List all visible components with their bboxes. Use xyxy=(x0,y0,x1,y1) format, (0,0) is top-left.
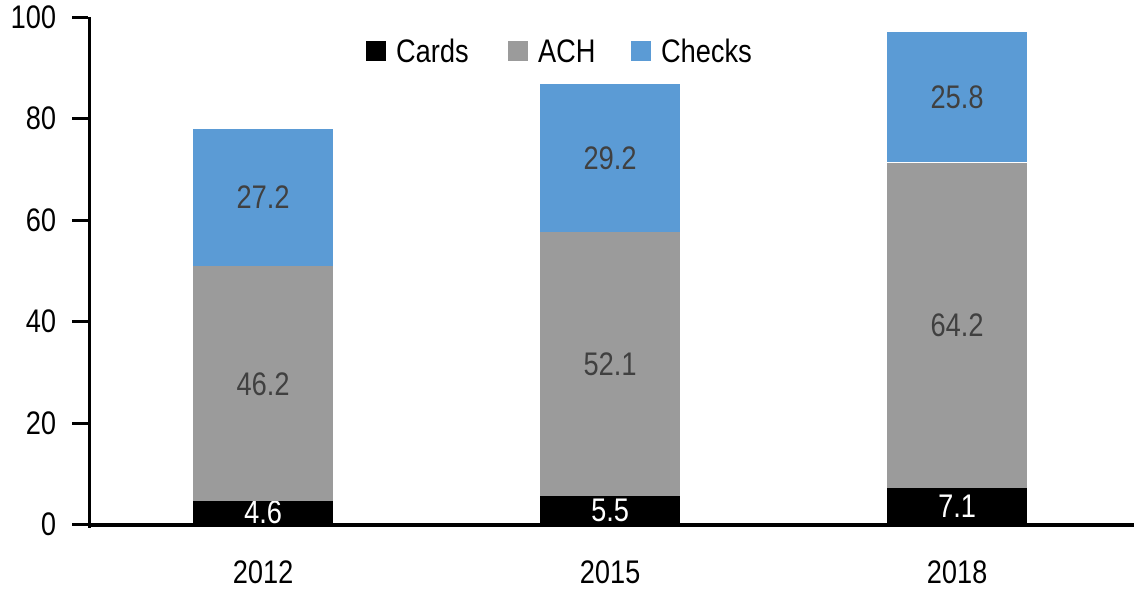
y-axis-tick-label: 80 xyxy=(25,100,56,137)
y-axis-tick xyxy=(72,320,88,324)
y-axis-tick-label: 100 xyxy=(10,0,57,35)
y-axis-tick-label: 0 xyxy=(40,506,56,542)
y-axis-tick xyxy=(72,218,88,222)
legend-swatch-checks xyxy=(631,41,652,61)
data-label-ach-2015: 52.1 xyxy=(583,346,637,383)
legend-item-checks: Checks xyxy=(631,35,768,67)
y-axis-tick-label: 60 xyxy=(25,201,56,238)
data-label-cards-2012: 4.6 xyxy=(244,494,283,531)
y-axis-tick-label: 40 xyxy=(25,303,56,340)
y-axis-tick xyxy=(72,16,88,19)
bar-segment-checks-2015 xyxy=(540,83,680,232)
legend-label-checks: Checks xyxy=(661,33,752,69)
legend-label-cards: Cards xyxy=(396,33,469,69)
y-axis-tick-label: 20 xyxy=(25,404,56,441)
bar-segment-checks-2012 xyxy=(193,128,334,267)
legend-label-ach: ACH xyxy=(537,33,595,69)
y-axis-tick xyxy=(72,421,88,425)
data-label-checks-2015: 29.2 xyxy=(583,139,637,176)
legend-item-ach: ACH xyxy=(507,33,606,69)
data-label-checks-2018: 25.8 xyxy=(930,79,984,116)
legend-swatch-cards xyxy=(366,41,387,61)
y-axis-tick xyxy=(72,523,88,526)
x-axis-label-2018: 2018 xyxy=(926,554,987,590)
data-label-cards-2015: 5.5 xyxy=(591,492,629,529)
bar-segment-cards-2018 xyxy=(886,488,1027,524)
data-label-checks-2012: 27.2 xyxy=(236,179,290,216)
y-axis-line xyxy=(88,17,91,528)
x-axis-label-2012: 2012 xyxy=(233,554,294,590)
bar-segment-ach-2012 xyxy=(193,266,334,501)
bar-segment-checks-2018 xyxy=(886,31,1027,163)
data-label-ach-2012: 46.2 xyxy=(236,365,290,402)
bar-segment-ach-2018 xyxy=(886,162,1027,488)
legend-swatch-ach xyxy=(507,41,528,61)
x-axis-label-2015: 2015 xyxy=(579,554,641,590)
bar-segment-ach-2015 xyxy=(540,231,680,497)
legend-item-cards: Cards xyxy=(366,35,481,67)
y-axis-tick xyxy=(72,117,88,121)
data-label-ach-2018: 64.2 xyxy=(930,307,984,344)
bar-segment-cards-2012 xyxy=(193,500,334,524)
legend: Cards ACH Checks xyxy=(0,35,1134,67)
x-axis-line xyxy=(88,523,1134,527)
data-label-cards-2018: 7.1 xyxy=(937,488,976,524)
bar-segment-cards-2015 xyxy=(540,496,680,524)
